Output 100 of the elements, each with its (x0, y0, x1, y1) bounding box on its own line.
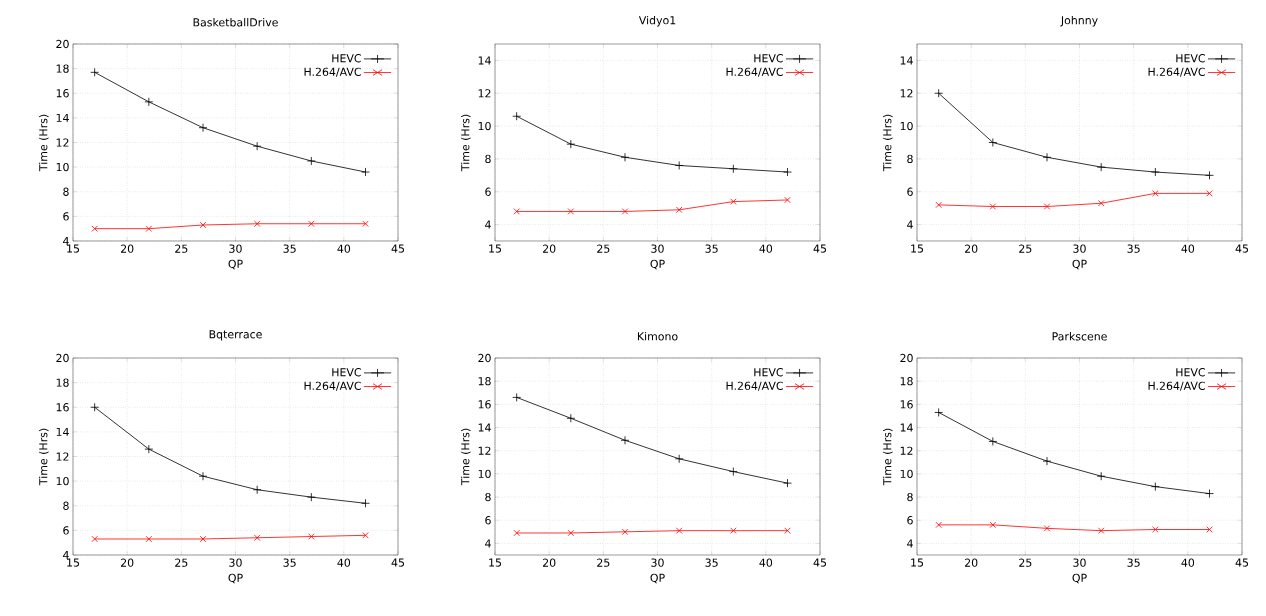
y-tick-label: 10 (900, 469, 913, 479)
point (620, 435, 630, 445)
point (988, 138, 998, 147)
point (145, 225, 153, 232)
y-tick-label: 14 (478, 423, 491, 432)
x-tick-label: 25 (1019, 558, 1032, 567)
y-tick-label: 6 (485, 516, 491, 525)
point (144, 97, 154, 107)
y-tick-label: 8 (63, 501, 69, 510)
y-tick-label: 10 (900, 121, 913, 131)
point (198, 123, 208, 133)
x-tick-label: 30 (1073, 558, 1086, 567)
x-tick-label: 35 (283, 244, 296, 253)
point (306, 492, 316, 502)
point (1206, 190, 1213, 197)
y-axis-title: Time (Hrs) (460, 114, 471, 172)
x-tick-label: 20 (120, 244, 134, 253)
y-tick-label: 12 (56, 138, 69, 147)
y-tick-label: 20 (56, 353, 69, 363)
x-tick-label: 15 (489, 558, 502, 567)
y-tick-label: 18 (478, 377, 491, 386)
x-tick-label: 20 (120, 558, 134, 567)
point (674, 454, 684, 464)
point (621, 528, 629, 536)
legend-label: H.264/AVC (1148, 67, 1205, 77)
point (935, 201, 942, 209)
x-axis-title: QP (1072, 259, 1087, 270)
point (1152, 190, 1159, 197)
y-axis-title: Time (Hrs) (460, 428, 471, 486)
point (783, 167, 792, 177)
y-tick-label: 12 (900, 446, 913, 455)
y-axis-title: Time (Hrs) (882, 428, 893, 486)
point (1042, 152, 1052, 162)
legend-label: HEVC (754, 368, 783, 377)
point (728, 467, 738, 476)
chart-title: Kimono (637, 332, 678, 341)
point (308, 220, 315, 227)
y-tick-label: 6 (907, 187, 913, 196)
y-tick-label: 18 (900, 377, 913, 386)
x-tick-label: 30 (229, 244, 242, 253)
x-tick-label: 25 (1019, 244, 1032, 253)
x-tick-label: 15 (911, 558, 924, 567)
x-tick-label: 15 (489, 244, 502, 253)
y-tick-label: 10 (56, 162, 69, 172)
y-tick-label: 16 (900, 400, 913, 409)
legend-label: H.264/AVC (304, 381, 361, 391)
x-tick-label: 20 (965, 244, 978, 253)
point (784, 196, 791, 204)
y-tick-label: 14 (56, 113, 69, 122)
x-tick-label: 25 (175, 558, 188, 567)
y-tick-label: 10 (478, 121, 491, 131)
x-tick-label: 40 (759, 244, 773, 253)
point (784, 527, 791, 534)
x-tick-label: 45 (391, 558, 405, 567)
x-tick-label: 15 (67, 244, 80, 253)
y-tick-label: 4 (63, 237, 69, 245)
chart-title: Johnny (1060, 15, 1098, 27)
point (567, 208, 575, 215)
point (566, 413, 576, 423)
point (620, 152, 630, 162)
point (362, 220, 369, 227)
legend-label: H.264/AVC (1148, 381, 1205, 391)
point (1205, 170, 1214, 180)
legend-label: HEVC (332, 54, 361, 63)
point (252, 485, 262, 495)
x-tick-label: 30 (229, 558, 242, 567)
y-tick-label: 12 (478, 89, 491, 98)
y-tick-label: 8 (907, 154, 913, 164)
y-tick-label: 14 (56, 427, 69, 436)
x-tick-label: 40 (337, 558, 351, 567)
legend-label: H.264/AVC (726, 381, 783, 391)
x-tick-label: 45 (813, 558, 827, 567)
y-tick-label: 6 (485, 187, 491, 196)
point (934, 88, 944, 98)
x-tick-label: 15 (67, 558, 80, 567)
x-axis-title: QP (650, 573, 665, 584)
y-tick-label: 14 (900, 423, 913, 432)
point (145, 535, 153, 543)
x-tick-label: 25 (597, 558, 610, 567)
y-tick-label: 14 (478, 56, 491, 65)
x-tick-label: 25 (175, 244, 188, 253)
x-tick-label: 45 (1235, 558, 1249, 567)
y-tick-label: 4 (907, 539, 913, 548)
y-tick-label: 20 (56, 39, 69, 49)
x-tick-label: 40 (759, 558, 773, 567)
point (1042, 456, 1052, 466)
point (567, 529, 575, 537)
point (1150, 482, 1160, 492)
point (1150, 167, 1160, 177)
point (512, 111, 522, 121)
point (783, 478, 792, 488)
x-tick-label: 35 (283, 558, 296, 567)
y-tick-label: 8 (63, 187, 69, 196)
chart-title: Bqterrace (209, 330, 262, 341)
point (91, 225, 98, 232)
y-tick-label: 4 (485, 220, 491, 229)
legend-label: HEVC (332, 368, 361, 377)
point (730, 198, 737, 205)
y-tick-label: 18 (56, 64, 69, 73)
chart-title: BasketballDrive (193, 18, 278, 27)
